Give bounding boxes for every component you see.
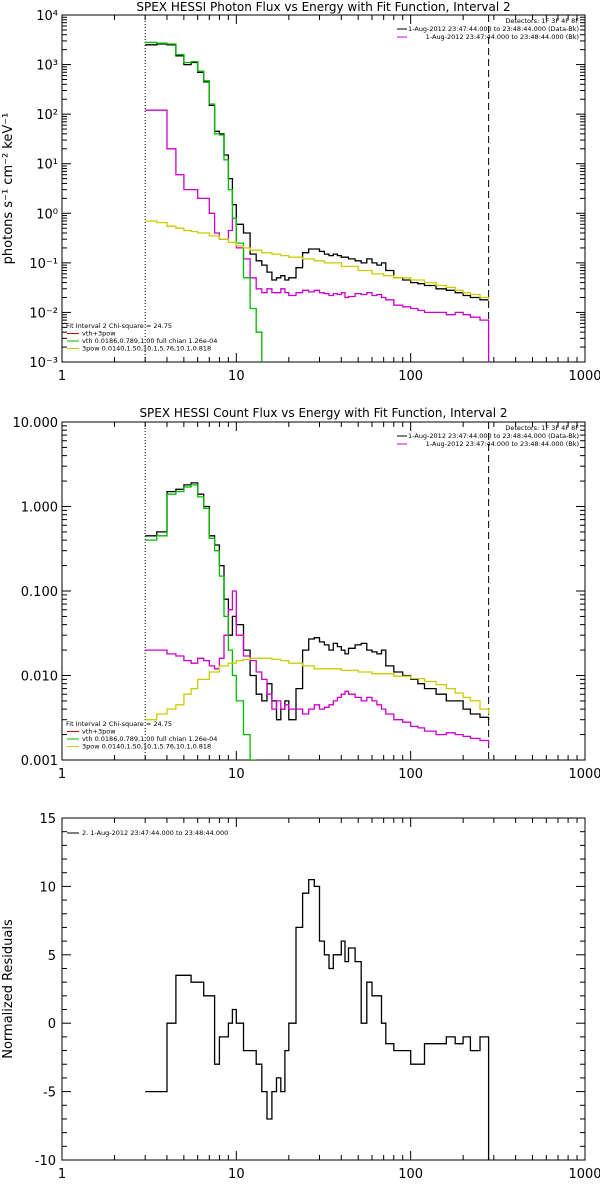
legend-right-entry: 1-Aug-2012 23:47:44.000 to 23:48:44.000 … xyxy=(408,432,579,440)
series-line-vth xyxy=(145,41,263,362)
x-tick-label: 1000 xyxy=(568,767,600,782)
y-tick-label: 10³ xyxy=(36,59,58,74)
series-line-bk xyxy=(145,109,490,362)
x-tick-label: 100 xyxy=(398,369,423,384)
chart-panel-3: 1 10 100 1000 -10 -5 0 5 10 15 Normalized Residual… xyxy=(1,812,600,1182)
series-line-3pow xyxy=(145,657,490,721)
y-tick-label: 10.000 xyxy=(13,416,59,431)
chart-title: SPEX HESSI Count Flux vs Energy with Fit… xyxy=(139,406,507,420)
legend-left-entry: 3pow 0.0140,1.50,10.1,5.76,10.1,0.818 xyxy=(82,345,211,353)
x-tick-label: 100 xyxy=(398,1167,423,1182)
y-axis-label: Normalized Residuals xyxy=(1,919,16,1059)
plot-frame xyxy=(61,14,586,363)
legend-left-entry: vth 0.0186,0.789,1.00 full chian 1.26e-0… xyxy=(82,735,217,743)
series-group xyxy=(145,878,490,1160)
legend-left-entry: vth 0.0186,0.789,1.00 full chian 1.26e-0… xyxy=(82,337,217,345)
y-tick-label: 0.001 xyxy=(21,754,58,769)
y-tick-label: 15 xyxy=(39,812,56,827)
x-tick-label: 1 xyxy=(58,767,66,782)
legend-left-entry: vth+3pow xyxy=(82,728,116,736)
legend-left-entry: vth+3pow xyxy=(82,330,116,338)
y-tick-label: -5 xyxy=(43,1086,56,1101)
chart-panel-2: SPEX HESSI Count Flux vs Energy with Fit… xyxy=(13,406,600,782)
chart-panel-1: SPEX HESSI Photon Flux vs Energy with Fi… xyxy=(1,0,600,384)
legend-right-entry: Detectors: 1F 3F 4F 8F xyxy=(505,424,579,432)
x-tick-label: 10 xyxy=(228,767,245,782)
series-line-3pow xyxy=(145,220,490,300)
y-tick-label: 0.010 xyxy=(21,670,58,685)
y-tick-label: 10² xyxy=(36,108,58,123)
y-tick-label: 5 xyxy=(48,949,56,964)
legend-right-entry: 1-Aug-2012 23:47:44.000 to 23:48:44.000 … xyxy=(426,440,579,448)
legend-left-entry: Fit Interval 2 Chi-square = 24.75 xyxy=(66,720,172,728)
legend-left-entry: 3pow 0.0140,1.50,10.1,5.76,10.1,0.818 xyxy=(82,743,211,751)
legend-right-entry: 1-Aug-2012 23:47:44.000 to 23:48:44.000 … xyxy=(426,33,579,41)
y-tick-label: 10⁻³ xyxy=(29,356,58,371)
plot-frame xyxy=(61,817,586,1161)
series-line-bk xyxy=(145,590,490,746)
series-line-data-bk xyxy=(145,482,490,721)
legend-right-entry: 1-Aug-2012 23:47:44.000 to 23:48:44.000 … xyxy=(408,25,579,33)
series-group xyxy=(145,41,490,362)
chart-title: SPEX HESSI Photon Flux vs Energy with Fi… xyxy=(136,0,510,14)
y-tick-label: 10⁻² xyxy=(29,306,58,321)
y-axis-label: photons s⁻¹ cm⁻² keV⁻¹ xyxy=(1,113,16,265)
y-tick-label: 10⁻¹ xyxy=(29,257,58,272)
x-tick-label: 10 xyxy=(228,369,245,384)
x-tick-label: 1 xyxy=(58,1167,66,1182)
y-tick-label: 0 xyxy=(48,1017,56,1032)
y-tick-label: 10 xyxy=(39,880,56,895)
series-line-residuals xyxy=(145,878,490,1160)
y-tick-label: 10⁴ xyxy=(36,9,58,24)
x-tick-label: 10 xyxy=(228,1167,245,1182)
x-tick-label: 1000 xyxy=(568,1167,600,1182)
series-line-vth xyxy=(145,484,257,760)
y-tick-label: 0.100 xyxy=(21,585,58,600)
x-tick-label: 1000 xyxy=(568,369,600,384)
legend-left-entry: Fit Interval 2 Chi-square = 24.75 xyxy=(66,322,172,330)
legend-left-entry: 2. 1-Aug-2012 23:47:44.000 to 23:48:44.0… xyxy=(82,829,228,837)
legend-right-entry: Detectors: 1F 3F 4F 8F xyxy=(505,17,579,25)
series-group xyxy=(145,482,490,760)
y-tick-label: 10¹ xyxy=(36,158,58,173)
x-tick-label: 1 xyxy=(58,369,66,384)
x-tick-label: 100 xyxy=(398,767,423,782)
y-tick-label: 10⁰ xyxy=(36,207,58,222)
y-tick-label: -10 xyxy=(35,1154,56,1169)
y-tick-label: 1.000 xyxy=(21,501,58,516)
